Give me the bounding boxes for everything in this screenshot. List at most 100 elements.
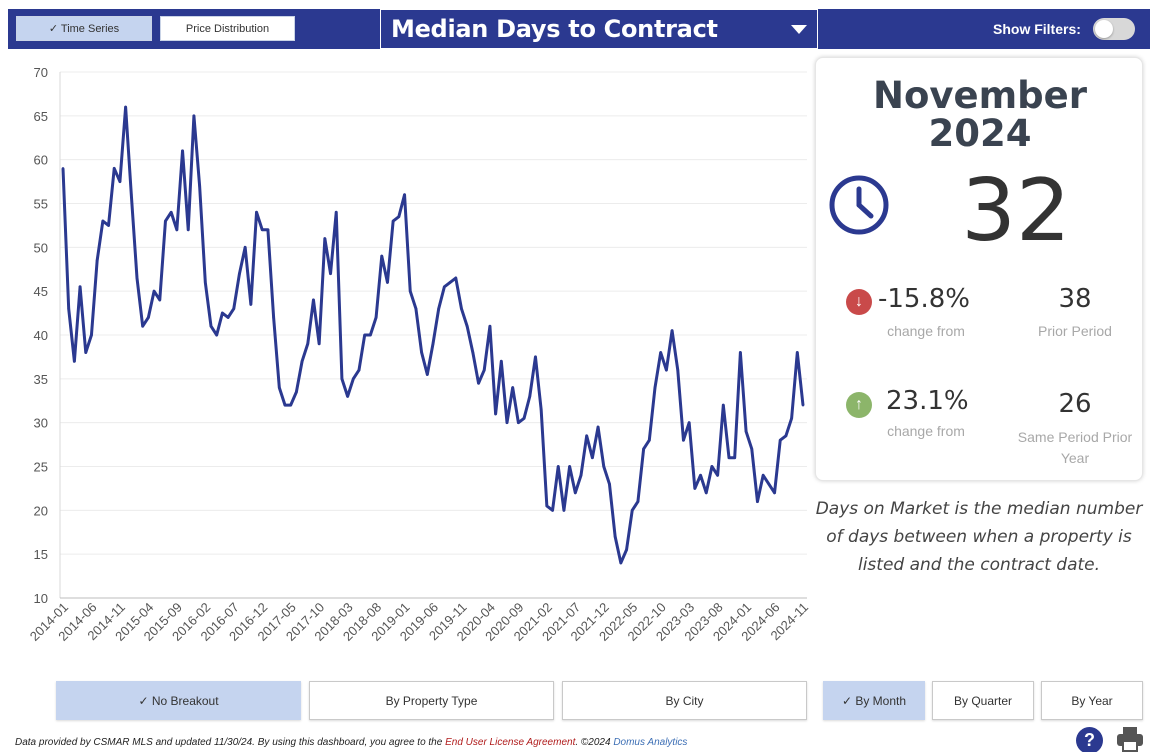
data-point bbox=[443, 285, 446, 289]
data-point bbox=[454, 276, 458, 280]
data-point bbox=[778, 438, 782, 442]
data-point bbox=[169, 210, 173, 214]
data-point bbox=[73, 360, 76, 363]
data-point bbox=[260, 228, 264, 232]
data-point bbox=[551, 509, 554, 512]
chevron-down-icon bbox=[791, 25, 807, 34]
data-point bbox=[152, 289, 156, 293]
data-point bbox=[613, 535, 617, 538]
tab-time-series[interactable]: ✓ Time Series bbox=[16, 16, 152, 41]
by-month-button[interactable]: ✓ By Month bbox=[823, 681, 925, 720]
data-points bbox=[61, 105, 805, 565]
data-point bbox=[619, 561, 623, 565]
data-point bbox=[278, 386, 281, 389]
show-filters-toggle[interactable] bbox=[1093, 18, 1135, 40]
eula-link[interactable]: End User License Agreement bbox=[445, 737, 576, 748]
data-point bbox=[534, 355, 537, 359]
data-point bbox=[693, 487, 697, 490]
data-point bbox=[266, 228, 270, 232]
metric-title: Median Days to Contract bbox=[391, 15, 718, 43]
data-point bbox=[739, 351, 742, 354]
data-point bbox=[710, 465, 714, 468]
data-point bbox=[722, 403, 725, 407]
y-tick-label: 10 bbox=[34, 591, 48, 606]
data-point bbox=[796, 351, 799, 354]
data-point bbox=[186, 228, 190, 232]
data-point bbox=[505, 421, 509, 424]
show-filters-label: Show Filters: bbox=[993, 21, 1081, 37]
change-prior-period-label: change from bbox=[887, 323, 965, 339]
data-point bbox=[431, 342, 435, 346]
data-point bbox=[665, 368, 668, 372]
data-point bbox=[386, 281, 389, 284]
data-point bbox=[198, 184, 201, 188]
data-point bbox=[471, 351, 475, 354]
line-chart: 10 15 20 25 30 35 40 45 50 55 60 65 70 2014-012014-0… bbox=[27, 65, 811, 644]
data-point bbox=[517, 421, 520, 424]
data-point bbox=[585, 434, 588, 438]
data-point bbox=[118, 180, 122, 183]
data-point bbox=[727, 456, 731, 460]
data-point bbox=[659, 351, 662, 354]
by-city-button[interactable]: By City bbox=[562, 681, 807, 720]
data-point bbox=[767, 482, 771, 486]
help-icon[interactable]: ? bbox=[1076, 727, 1103, 752]
by-property-type-button[interactable]: By Property Type bbox=[309, 681, 554, 720]
data-point bbox=[164, 219, 167, 223]
data-point bbox=[84, 351, 88, 354]
data-point bbox=[363, 333, 366, 337]
data-point bbox=[283, 403, 287, 407]
printer-icon[interactable] bbox=[1116, 726, 1144, 752]
data-point bbox=[482, 368, 486, 372]
data-point bbox=[568, 465, 571, 468]
no-breakout-button[interactable]: ✓ No Breakout bbox=[56, 681, 301, 720]
data-point bbox=[272, 316, 275, 319]
data-point bbox=[90, 333, 93, 337]
y-tick-label: 40 bbox=[34, 328, 48, 343]
tab-price-distribution[interactable]: Price Distribution bbox=[160, 16, 295, 41]
y-tick-label: 25 bbox=[34, 460, 48, 475]
change-prior-period-pct: -15.8% bbox=[878, 284, 970, 314]
data-point bbox=[761, 473, 765, 477]
data-point bbox=[420, 351, 423, 354]
y-tick-label: 50 bbox=[34, 240, 48, 255]
arrow-down-icon: ↓ bbox=[846, 289, 872, 315]
data-point bbox=[801, 403, 805, 407]
data-point bbox=[215, 333, 218, 337]
data-point bbox=[135, 276, 139, 280]
data-point bbox=[323, 237, 327, 240]
domus-link[interactable]: Domus Analytics bbox=[613, 737, 688, 748]
data-point bbox=[630, 509, 634, 512]
data-point bbox=[528, 395, 532, 398]
data-point bbox=[608, 482, 611, 486]
data-point bbox=[403, 193, 406, 197]
prior-year-label: Same Period Prior Year bbox=[1017, 429, 1133, 466]
data-point bbox=[676, 368, 680, 372]
data-point bbox=[209, 324, 213, 328]
data-point bbox=[95, 259, 99, 262]
by-year-button[interactable]: By Year bbox=[1041, 681, 1143, 720]
data-point bbox=[477, 381, 480, 385]
data-point bbox=[130, 193, 133, 197]
data-point bbox=[636, 500, 640, 503]
data-point bbox=[653, 386, 657, 389]
data-point bbox=[101, 219, 105, 223]
data-point bbox=[61, 167, 65, 170]
metric-dropdown[interactable]: Median Days to Contract bbox=[380, 9, 818, 49]
period-label: November 2024 bbox=[816, 74, 1144, 156]
data-point bbox=[648, 438, 651, 442]
by-quarter-button[interactable]: By Quarter bbox=[932, 681, 1034, 720]
prior-period-label: Prior Period bbox=[1038, 323, 1112, 339]
data-point bbox=[226, 316, 230, 319]
data-point bbox=[107, 224, 110, 227]
data-point bbox=[397, 215, 401, 218]
top-bar: ✓ Time Series Price Distribution Median … bbox=[8, 9, 1150, 49]
data-point bbox=[716, 473, 719, 477]
data-point bbox=[773, 491, 776, 495]
data-point bbox=[744, 430, 748, 433]
data-point bbox=[494, 412, 497, 416]
x-axis: 2014-012014-062014-112015-042015-092016-… bbox=[27, 600, 811, 644]
data-point bbox=[329, 272, 332, 275]
data-point bbox=[221, 311, 224, 315]
y-tick-label: 30 bbox=[34, 416, 48, 431]
